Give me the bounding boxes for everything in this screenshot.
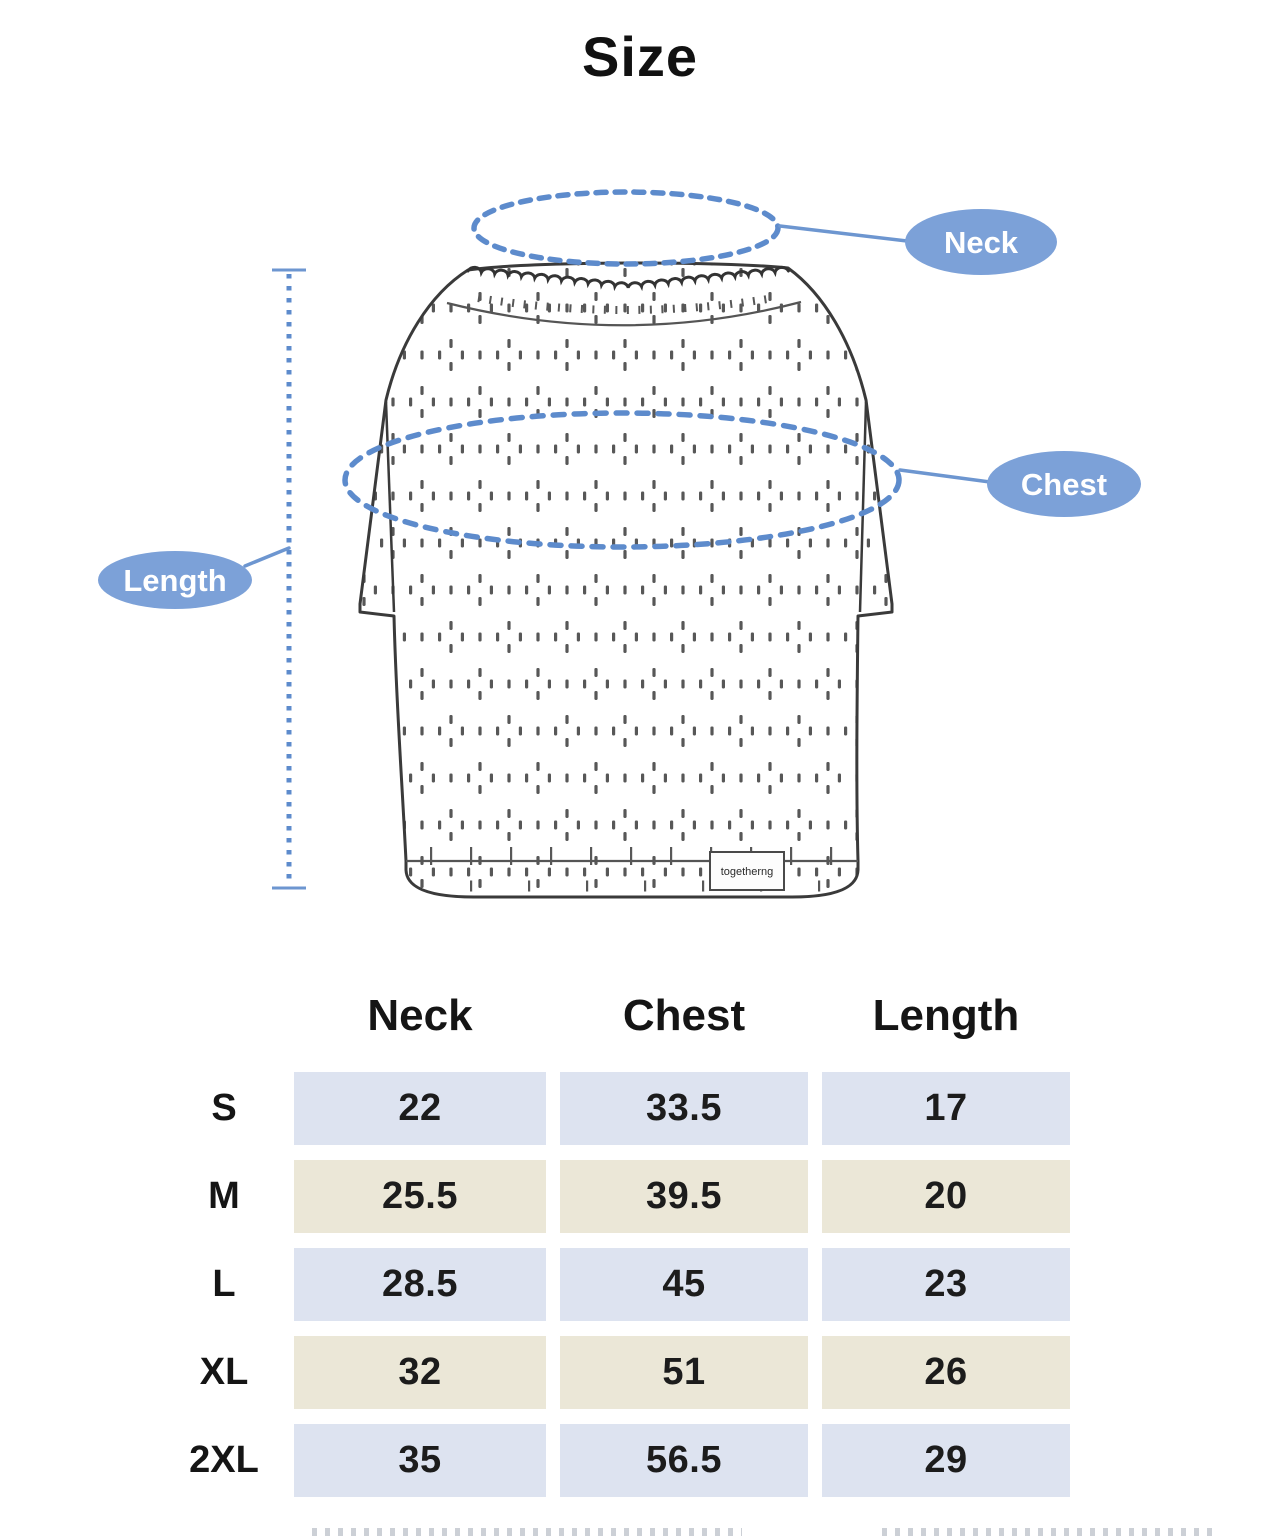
chest-value: 51 [560,1336,808,1409]
chest-label: Chest [1021,467,1107,502]
collar-scallop-edge [466,265,790,292]
size-label: L [212,1263,236,1305]
chest-leader-line [898,468,992,484]
length-value: 26 [822,1336,1070,1409]
cropped-footnote-right [882,1528,1212,1536]
size-label: M [208,1175,240,1217]
header-spacer [168,990,280,1042]
neck-value: 25.5 [294,1160,546,1233]
page-title: Size [581,25,699,88]
chest-value: 45 [560,1248,808,1321]
neck-leader-line [778,224,909,243]
neck-value: 28.5 [294,1248,546,1321]
length-value: 29 [822,1424,1070,1497]
chest-value: 39.5 [560,1160,808,1233]
neck-label-oval [905,209,1057,275]
chest-value: 56.5 [560,1424,808,1497]
table-row: 2XL 35 56.5 29 [168,1424,1070,1497]
chest-measure-ellipse [342,410,902,550]
neck-value: 32 [294,1336,546,1409]
length-label: Length [123,563,226,598]
size-label: XL [199,1351,249,1393]
length-leader-line [243,546,291,568]
header-length: Length [872,991,1020,1040]
table-row: M 25.5 39.5 20 [168,1160,1070,1233]
length-value: 20 [822,1160,1070,1233]
length-value: 23 [822,1248,1070,1321]
neck-value: 35 [294,1424,546,1497]
table-row: S 22 33.5 17 [168,1072,1070,1145]
brand-tag-text: togetherng [721,866,774,878]
table-header-row: Neck Chest Length [168,990,1070,1042]
size-table: Neck Chest Length S 22 33.5 17 M 25.5 39… [168,990,1070,1512]
collar-seam [446,300,802,327]
cropped-footnote-left [312,1528,742,1536]
size-label: S [211,1087,237,1129]
neck-value: 22 [294,1072,546,1145]
garment-diagram: togetherng Neck Chest Length [98,189,1141,899]
header-neck: Neck [367,991,473,1040]
table-row: XL 32 51 26 [168,1336,1070,1409]
left-sleeve-seam [384,401,396,613]
header-chest: Chest [622,991,746,1040]
chest-value: 33.5 [560,1072,808,1145]
size-label: 2XL [189,1439,259,1481]
brand-tag [709,851,785,891]
neck-measure-ellipse [471,189,781,267]
neck-label: Neck [944,225,1019,260]
length-value: 17 [822,1072,1070,1145]
length-label-oval [98,551,252,609]
right-sleeve-seam [858,401,868,613]
knit-pattern-fill [360,262,892,897]
chest-label-oval [987,451,1141,517]
table-row: L 28.5 45 23 [168,1248,1070,1321]
